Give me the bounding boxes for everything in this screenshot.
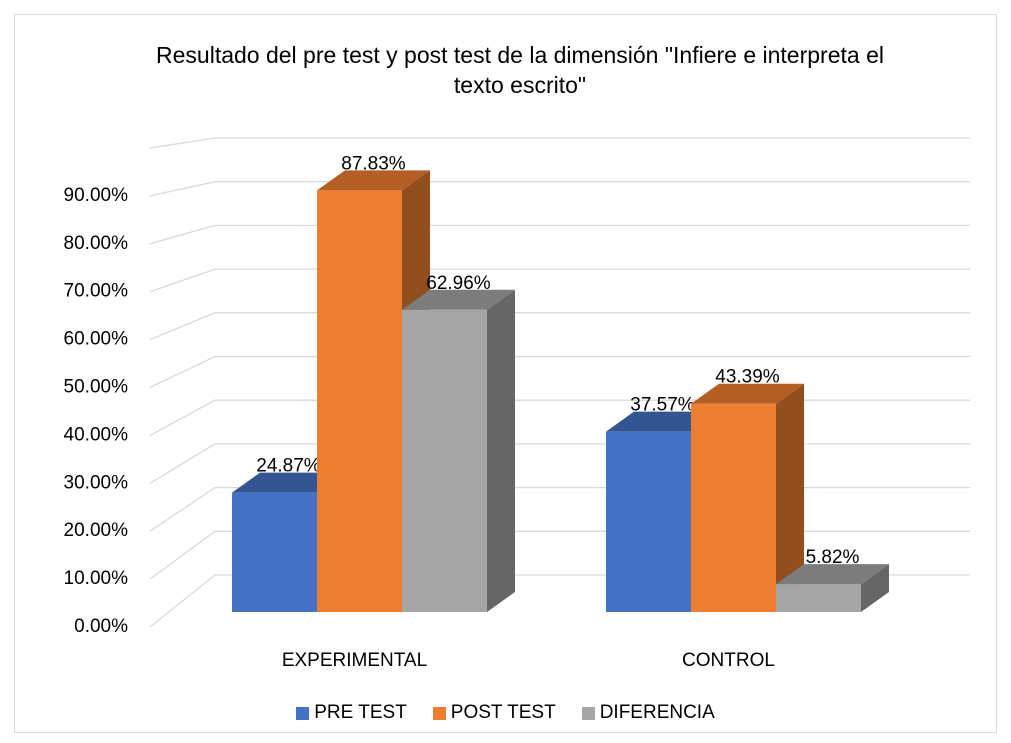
bar-front [691, 403, 776, 612]
grid-line [149, 137, 970, 149]
bar-top [606, 411, 719, 432]
bar-top [232, 472, 345, 493]
grid-line [149, 268, 970, 293]
y-tick-label: 20.00% [64, 520, 129, 541]
bar-top [691, 383, 804, 404]
bar [776, 564, 889, 612]
data-label: 43.39% [715, 367, 780, 388]
y-tick-label: 30.00% [64, 472, 129, 493]
bar [691, 383, 804, 612]
data-label: 37.57% [630, 395, 695, 416]
bar-front [776, 584, 861, 612]
bar-side [861, 564, 889, 612]
bar-top [776, 564, 889, 585]
legend-label: DIFERENCIA [599, 702, 715, 723]
grid-line [149, 181, 970, 197]
data-label: 5.82% [806, 547, 860, 568]
legend-item: DIFERENCIA [581, 702, 715, 724]
legend-item: PRE TEST [296, 702, 407, 724]
data-label: 87.83% [341, 153, 406, 174]
y-tick-label: 0.00% [74, 616, 128, 637]
chart-title: Resultado del pre test y post test de la… [156, 42, 884, 98]
grid-line [149, 224, 970, 245]
grid-line [149, 312, 970, 341]
y-tick-label: 40.00% [64, 424, 129, 445]
bar-front [317, 190, 402, 612]
y-tick-label: 50.00% [64, 377, 129, 398]
legend-label: POST TEST [450, 702, 556, 723]
legend-item: POST TEST [432, 702, 556, 724]
bar [402, 289, 515, 612]
y-tick-label: 80.00% [64, 233, 129, 254]
y-tick-label: 60.00% [64, 329, 129, 350]
legend-swatch [581, 706, 595, 720]
bar-front [606, 431, 691, 612]
x-tick-label: EXPERIMENTAL [282, 650, 427, 671]
bar-front [402, 309, 487, 612]
bar-front [232, 492, 317, 612]
legend: PRE TEST POST TEST DIFERENCIA [0, 702, 1011, 724]
legend-swatch [296, 706, 310, 720]
bar-top [402, 289, 515, 310]
data-label: 24.87% [256, 456, 321, 477]
y-tick-label: 70.00% [64, 281, 129, 302]
legend-label: PRE TEST [314, 702, 407, 723]
grid-line [149, 355, 970, 389]
bar-side [487, 289, 515, 612]
x-tick-label: CONTROL [682, 650, 775, 671]
data-label: 62.96% [426, 273, 491, 294]
legend-swatch [432, 706, 446, 720]
bar-side [776, 383, 804, 612]
bar-top [317, 170, 430, 191]
y-tick-label: 90.00% [64, 185, 129, 206]
y-tick-label: 10.00% [64, 568, 129, 589]
